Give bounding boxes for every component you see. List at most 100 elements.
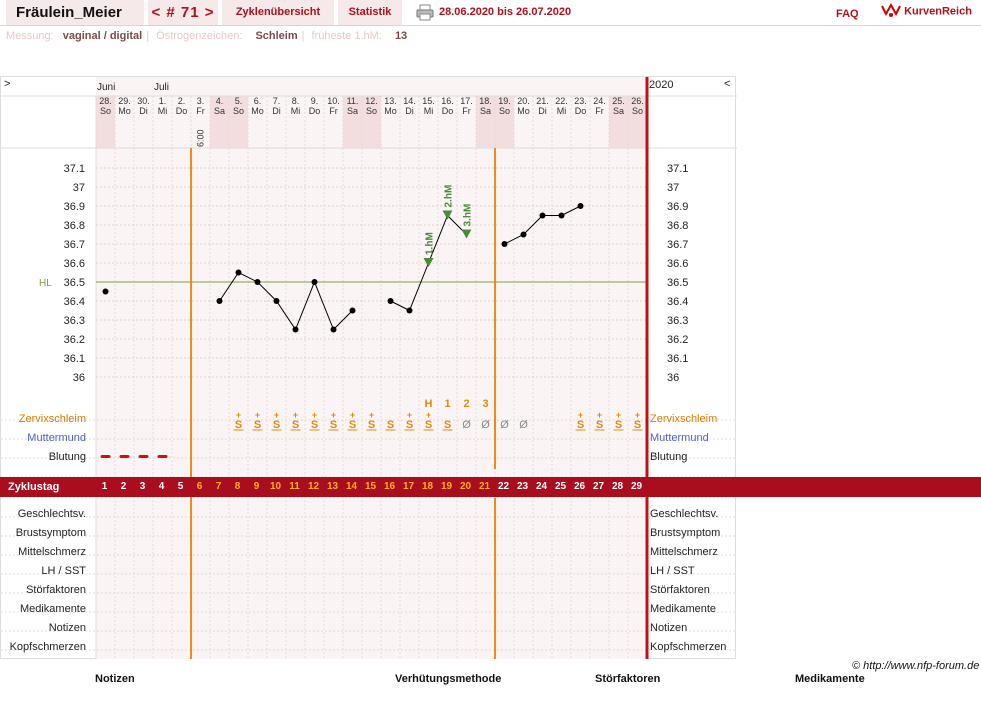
weekday: Fr <box>329 106 338 116</box>
nav-left-button[interactable]: > <box>4 78 11 90</box>
peak-mark: 2 <box>463 398 469 410</box>
weekday: Sa <box>347 106 358 116</box>
tab-zyklenuebersicht[interactable]: Zyklenübersicht <box>222 0 334 25</box>
temperature-line <box>219 271 353 331</box>
oestrogen-label: Östrogenzeichen: <box>156 30 243 42</box>
day-number: 13. <box>384 96 397 106</box>
mucus-plus: + <box>331 410 336 420</box>
y-tick-left: 37 <box>73 182 85 194</box>
temperature-point <box>577 203 584 209</box>
cycle-day: 28 <box>611 481 624 492</box>
mucus-plus: + <box>426 410 431 420</box>
cycle-day: 27 <box>592 481 605 492</box>
weekday: So <box>233 106 244 116</box>
weekday: So <box>366 106 377 116</box>
day-number: 5. <box>235 96 243 106</box>
y-tick-right: 36 <box>667 372 679 384</box>
temperature-point <box>330 326 337 333</box>
notizen-label: Notizen <box>48 622 86 634</box>
mucus-symbol: S <box>387 419 394 431</box>
mucus-plus: + <box>369 410 374 420</box>
day-number: 11. <box>347 96 359 106</box>
y-tick-left: 36.5 <box>64 277 85 289</box>
top-bar <box>0 0 981 26</box>
cycle-day-bar <box>0 477 981 497</box>
zyklustag-label: Zyklustag <box>8 481 60 493</box>
month-label: Juni <box>97 82 115 93</box>
geschlecht-label: Geschlechtsv. <box>17 508 86 520</box>
day-number: 17. <box>460 96 473 106</box>
weekday: Di <box>272 106 281 116</box>
temperature-point <box>102 288 109 295</box>
weekday: Mo <box>251 106 264 116</box>
temperature-point <box>235 269 242 276</box>
printer-icon[interactable] <box>416 4 434 21</box>
day-number: 4. <box>216 96 224 106</box>
mucus-symbol: S <box>235 419 242 431</box>
cycle-day: 26 <box>573 481 586 492</box>
mucus-plus: + <box>274 410 279 420</box>
cycle-day: 9 <box>253 481 260 492</box>
username: Fräulein_Meier <box>6 0 144 25</box>
cycle-nav-button[interactable]: < # 71 > <box>148 0 218 25</box>
legend-notizen: Notizen <box>95 673 135 685</box>
high-measurement-marker <box>442 210 453 220</box>
weekday: Mi <box>424 106 434 116</box>
day-number: 29. <box>118 96 131 106</box>
cycle-day: 6 <box>196 481 203 492</box>
cycle-day: 29 <box>630 481 643 492</box>
weekend-shade <box>210 96 229 148</box>
y-tick-right: 36.6 <box>667 258 688 270</box>
y-tick-right: 36.8 <box>667 220 688 232</box>
blutung-label: Blutung <box>48 451 86 463</box>
hl-label: HL <box>39 278 52 289</box>
settings-line: Messung: vaginal / digital | Östrogenzeic… <box>6 30 408 42</box>
weekday: Do <box>575 106 587 116</box>
temperature-point <box>539 212 546 219</box>
temperature-point <box>501 241 508 247</box>
day-number: 1. <box>159 96 167 106</box>
cycle-day: 25 <box>554 481 567 492</box>
cycle-day: 10 <box>269 481 282 492</box>
nav-right-button[interactable]: < <box>724 78 731 90</box>
tab-statistik[interactable]: Statistik <box>338 0 402 25</box>
peak-mark: 3 <box>482 398 488 410</box>
day-number: 24. <box>593 96 606 106</box>
date-range: 28.06.2020 bis 26.07.2020 <box>439 6 572 18</box>
y-tick-right: 36.5 <box>667 277 688 289</box>
weekend-shade <box>495 96 514 148</box>
brand-logo[interactable]: KurvenReich <box>881 2 972 20</box>
weekday: Mi <box>291 106 301 116</box>
day-number: 2. <box>178 96 186 106</box>
bleeding-mark <box>100 455 111 458</box>
y-tick-left: 36.7 <box>64 239 85 251</box>
mucus-symbol: S <box>577 419 584 431</box>
faq-link[interactable]: FAQ <box>836 8 859 20</box>
y-tick-left: 37.1 <box>64 163 85 175</box>
weekday: Do <box>309 106 321 116</box>
day-number: 14. <box>403 96 416 106</box>
kopf-label-right: Kopfschmerzen <box>650 641 727 653</box>
day-number: 30. <box>137 96 150 106</box>
oestrogen-value: Schleim <box>255 30 298 42</box>
y-tick-left: 36.2 <box>64 334 85 346</box>
mucus-plus: + <box>293 410 298 420</box>
stoer-label-right: Störfaktoren <box>650 584 710 596</box>
weekday: Mo <box>384 106 397 116</box>
temperature-point <box>520 231 527 238</box>
day-number: 22. <box>555 96 568 106</box>
y-tick-right: 36.1 <box>667 353 688 365</box>
weekend-shade <box>229 96 248 148</box>
mucus-plus: + <box>236 410 241 420</box>
geschlecht-label-right: Geschlechtsv. <box>650 508 719 520</box>
y-tick-left: 36.9 <box>64 201 85 213</box>
mucus-symbol: Ø <box>519 419 528 431</box>
weekday: Di <box>139 106 148 116</box>
temperature-point <box>216 298 223 304</box>
muttermund-label: Muttermund <box>27 432 86 444</box>
weekday: Di <box>405 106 414 116</box>
cycle-day: 17 <box>402 481 415 492</box>
day-number: 15. <box>422 96 435 106</box>
cycle-day: 12 <box>307 481 320 492</box>
y-tick-right: 36.7 <box>667 239 688 251</box>
